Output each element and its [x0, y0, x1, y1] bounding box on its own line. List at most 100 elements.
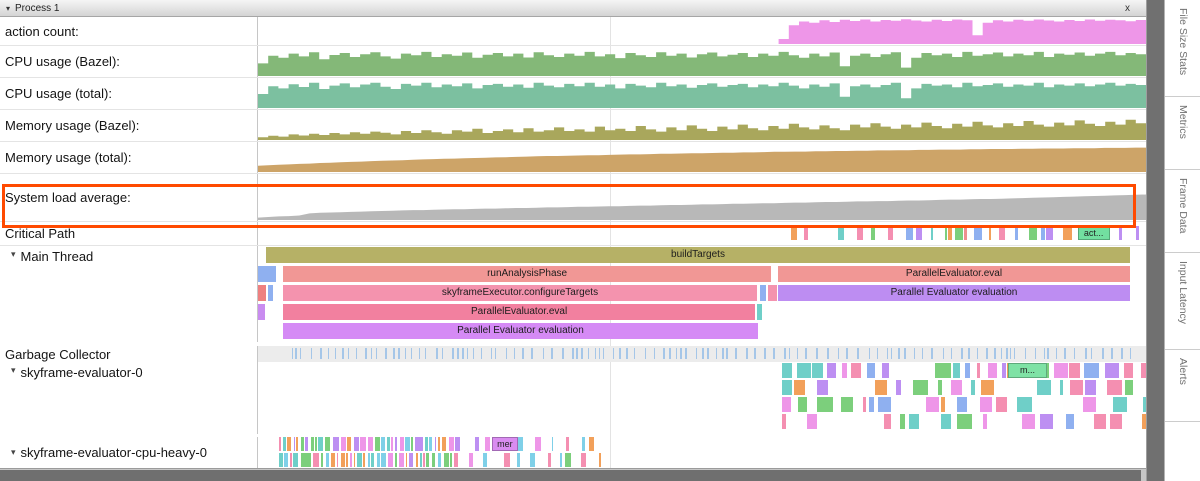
- gc-event-tick[interactable]: [1047, 348, 1049, 359]
- trace-slice[interactable]: [905, 226, 913, 240]
- trace-slice[interactable]: [1001, 363, 1007, 378]
- trace-slice[interactable]: [485, 437, 490, 451]
- gc-event-tick[interactable]: [542, 348, 545, 359]
- gc-event-tick[interactable]: [827, 348, 829, 359]
- trace-slice[interactable]: [341, 437, 346, 451]
- trace-slice[interactable]: [1109, 414, 1122, 429]
- trace-slice[interactable]: [875, 380, 887, 395]
- trace-slice[interactable]: [862, 397, 866, 412]
- gc-event-tick[interactable]: [1009, 348, 1012, 359]
- gc-event-tick[interactable]: [644, 348, 647, 359]
- gc-event-tick[interactable]: [581, 348, 583, 359]
- trace-slice[interactable]: [804, 226, 808, 240]
- trace-slice[interactable]: [287, 437, 291, 451]
- trace-slice[interactable]: [432, 453, 435, 467]
- gc-event-tick[interactable]: [633, 348, 636, 359]
- gc-event-tick[interactable]: [805, 348, 807, 359]
- gc-event-tick[interactable]: [375, 348, 378, 359]
- gc-event-tick[interactable]: [653, 348, 656, 359]
- trace-slice[interactable]: [598, 453, 602, 467]
- gc-event-tick[interactable]: [480, 348, 483, 359]
- trace-slice[interactable]: [1124, 380, 1133, 395]
- trace-slice[interactable]: [941, 397, 946, 412]
- trace-slice[interactable]: [398, 453, 405, 467]
- trace-slice[interactable]: [1060, 380, 1063, 395]
- gc-event-tick[interactable]: [857, 348, 859, 359]
- trace-slice[interactable]: [547, 453, 552, 467]
- gc-event-tick[interactable]: [513, 348, 516, 359]
- trace-slice[interactable]: [354, 437, 360, 451]
- trace-slice[interactable]: [926, 397, 939, 412]
- expand-arrow-icon[interactable]: ▾: [11, 365, 16, 375]
- gc-event-tick[interactable]: [1000, 348, 1003, 359]
- trace-slice[interactable]: [806, 414, 817, 429]
- gc-event-tick[interactable]: [886, 348, 889, 359]
- trace-slice[interactable]: [474, 437, 480, 451]
- trace-slice[interactable]: [324, 437, 331, 451]
- trace-slice[interactable]: [793, 380, 805, 395]
- trace-slice[interactable]: [1066, 414, 1075, 429]
- trace-slice[interactable]: [367, 453, 370, 467]
- trace-slice[interactable]: [812, 363, 823, 378]
- gc-event-tick[interactable]: [1121, 348, 1123, 359]
- gc-event-tick[interactable]: [942, 348, 945, 359]
- gc-event-tick[interactable]: [365, 348, 367, 359]
- counter-track[interactable]: [257, 17, 1146, 45]
- trace-slice-labeled[interactable]: runAnalysisPhase: [282, 266, 772, 282]
- gc-event-tick[interactable]: [1090, 348, 1093, 359]
- trace-slice[interactable]: [353, 453, 356, 467]
- trace-slice[interactable]: [887, 226, 893, 240]
- gc-event-tick[interactable]: [702, 348, 704, 359]
- expand-arrow-icon[interactable]: ▾: [11, 249, 16, 259]
- gc-event-tick[interactable]: [715, 348, 718, 359]
- trace-slice[interactable]: [930, 226, 933, 240]
- trace-slice[interactable]: [387, 437, 391, 451]
- trace-slice[interactable]: [1119, 226, 1122, 240]
- gc-event-tick[interactable]: [398, 348, 400, 359]
- gc-event-tick[interactable]: [505, 348, 508, 359]
- horizontal-scrollbar-thumb[interactable]: [0, 470, 1141, 481]
- trace-slice[interactable]: [980, 380, 995, 395]
- trace-slice[interactable]: [1069, 363, 1081, 378]
- gc-event-tick[interactable]: [370, 348, 373, 359]
- gc-event-tick[interactable]: [1024, 348, 1027, 359]
- trace-slice[interactable]: [1017, 397, 1032, 412]
- critical-path-track[interactable]: act...: [257, 222, 1146, 245]
- gc-event-tick[interactable]: [472, 348, 475, 359]
- gc-event-tick[interactable]: [904, 348, 906, 359]
- gc-event-tick[interactable]: [576, 348, 578, 359]
- trace-slice[interactable]: [346, 453, 349, 467]
- gc-event-tick[interactable]: [436, 348, 438, 359]
- gc-event-tick[interactable]: [746, 348, 748, 359]
- slice-chip[interactable]: mer: [492, 437, 518, 451]
- trace-slice[interactable]: [767, 285, 777, 301]
- trace-slice[interactable]: [999, 226, 1006, 240]
- trace-slice[interactable]: [827, 363, 836, 378]
- trace-slice[interactable]: [781, 380, 792, 395]
- trace-slice[interactable]: [405, 453, 408, 467]
- trace-slice[interactable]: [434, 437, 437, 451]
- gc-event-tick[interactable]: [626, 348, 628, 359]
- counter-track[interactable]: [257, 78, 1146, 109]
- trace-slice[interactable]: [300, 437, 305, 451]
- trace-slice[interactable]: [349, 453, 352, 467]
- collapse-arrow-icon[interactable]: ▾: [6, 3, 11, 13]
- gc-event-tick[interactable]: [619, 348, 621, 359]
- trace-slice[interactable]: [974, 226, 982, 240]
- trace-slice[interactable]: [258, 266, 276, 282]
- trace-slice[interactable]: [948, 226, 953, 240]
- trace-slice[interactable]: [405, 437, 410, 451]
- trace-slice[interactable]: [408, 453, 413, 467]
- trace-slice[interactable]: [321, 453, 324, 467]
- trace-slice[interactable]: [516, 453, 520, 467]
- gc-event-tick[interactable]: [418, 348, 421, 359]
- trace-slice[interactable]: [856, 226, 864, 240]
- gc-event-tick[interactable]: [562, 348, 564, 359]
- trace-slice[interactable]: [971, 380, 976, 395]
- trace-slice-labeled[interactable]: ParallelEvaluator.eval: [282, 304, 756, 320]
- trace-slice[interactable]: [258, 285, 266, 301]
- trace-slice[interactable]: [869, 397, 874, 412]
- trace-slice[interactable]: [565, 453, 572, 467]
- tab-input-latency[interactable]: Input Latency: [1165, 253, 1200, 350]
- gc-event-tick[interactable]: [890, 348, 893, 359]
